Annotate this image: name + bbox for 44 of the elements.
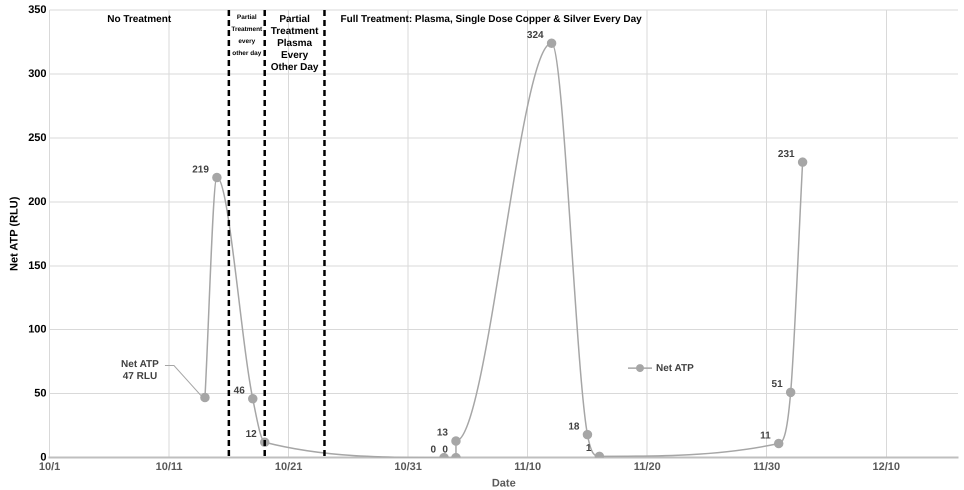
data-label: 324: [526, 30, 544, 41]
y-tick-label: 300: [28, 68, 47, 80]
point: [582, 430, 592, 440]
data-label: 219: [192, 164, 210, 176]
point: [248, 394, 258, 404]
x-tick-label: 12/10: [872, 461, 900, 474]
data-label: 0: [442, 444, 448, 456]
y-tick-label: 150: [28, 260, 47, 272]
legend-label: Net ATP: [656, 362, 694, 374]
annotation: Net ATP 47 RLU: [121, 359, 160, 382]
data-label: 18: [568, 421, 580, 432]
data-label: 51: [772, 379, 784, 390]
data-label: 231: [778, 148, 796, 160]
x-tick-label: 10/11: [156, 461, 183, 474]
x-tick-label: 10/21: [274, 461, 302, 474]
x-tick-label: 10/1: [38, 461, 60, 474]
data-label: 11: [760, 430, 772, 442]
y-axis-title: Net ATP (RLU): [8, 196, 21, 271]
point: [200, 392, 210, 402]
point: [786, 388, 796, 398]
x-tick-label: 11/30: [753, 461, 780, 474]
ref-line-label: Full Treatment: Plasma, Single Dose Copper & Silver Every Day: [340, 14, 642, 25]
data-label: 0: [430, 444, 436, 456]
data-label: 1: [586, 443, 592, 454]
y-tick-label: 350: [28, 4, 47, 16]
point: [546, 38, 556, 48]
point: [451, 436, 461, 446]
data-label: 12: [246, 429, 258, 440]
point: [212, 172, 222, 182]
y-tick-label: 100: [28, 324, 47, 336]
annotation: No Treatment: [107, 14, 172, 25]
point: [798, 157, 808, 167]
y-tick-label: 0: [40, 452, 47, 464]
data-label: 13: [436, 428, 448, 439]
data-label: 46: [234, 386, 246, 397]
ref-line-label: Partial Treatment Plasma Every Other Day: [270, 14, 320, 73]
y-tick-label: 250: [28, 132, 47, 144]
point: [774, 438, 784, 448]
y-tick-label: 200: [28, 196, 47, 208]
y-tick-label: 50: [34, 388, 47, 400]
x-axis-title: Date: [492, 477, 516, 490]
x-tick-label: 10/31: [394, 461, 422, 474]
x-tick-label: 11/20: [634, 461, 661, 474]
x-tick-label: 11/10: [514, 461, 542, 474]
